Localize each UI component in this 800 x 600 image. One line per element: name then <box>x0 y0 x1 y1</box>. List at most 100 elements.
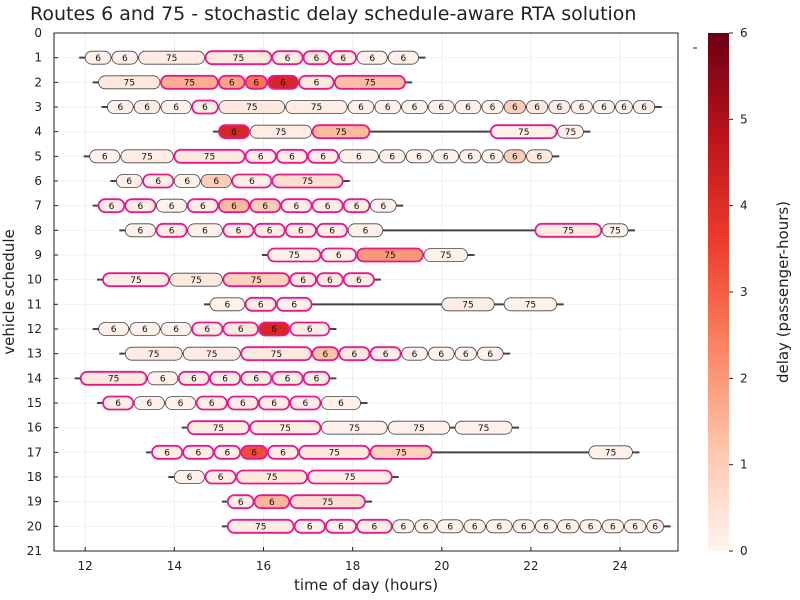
trip-bar <box>293 518 326 534</box>
trip-label: 6 <box>258 301 264 311</box>
trip-label: 6 <box>465 103 471 113</box>
trip-label: 75 <box>311 103 322 113</box>
trip-label: 6 <box>111 325 117 335</box>
trip-bar <box>209 370 242 386</box>
x-tick-label: 20 <box>434 559 449 573</box>
trip-bar <box>369 444 433 460</box>
trip-label: 75 <box>130 276 141 286</box>
trip-bar <box>534 519 558 534</box>
trip-label: 6 <box>298 227 304 237</box>
trip-label: 6 <box>652 523 658 533</box>
trip-label: 75 <box>251 276 262 286</box>
trip-label: 6 <box>327 276 333 286</box>
trip-bar <box>124 346 183 361</box>
trip-bar <box>102 272 170 288</box>
trip-label: 6 <box>354 202 360 212</box>
trip-bar <box>534 222 603 238</box>
trip-bar <box>579 519 602 534</box>
trip-label: 6 <box>356 153 362 163</box>
trip-bar <box>289 494 366 510</box>
trip-bar <box>356 50 388 65</box>
trip-label: 6 <box>271 399 277 409</box>
trip-bar <box>324 518 357 534</box>
trip-bar <box>503 149 526 164</box>
trip-bar <box>116 174 143 188</box>
trip-bar <box>338 346 371 362</box>
colorbar-tick-label: 2 <box>740 371 748 385</box>
trip-bar <box>165 396 197 410</box>
trip-bar <box>432 149 460 164</box>
colorbar-tick-label: 4 <box>740 199 748 213</box>
trip-label: 6 <box>224 301 230 311</box>
trip-bar <box>226 518 295 534</box>
trip-bar <box>387 420 451 435</box>
trip-bar <box>311 124 371 140</box>
trip-bar <box>222 321 259 337</box>
trip-bar <box>427 100 455 114</box>
trip-bar <box>240 444 268 460</box>
trip-label: 75 <box>364 79 375 89</box>
trip-label: 6 <box>222 375 228 385</box>
trip-label: 75 <box>395 449 406 459</box>
trip-bar <box>526 100 549 114</box>
trip-label: 75 <box>246 103 257 113</box>
trip-label: 75 <box>206 350 217 360</box>
x-tick-label: 14 <box>167 559 182 573</box>
trip-bar <box>289 272 317 288</box>
trip-bar <box>378 149 406 164</box>
trip-bar <box>512 519 535 534</box>
trip-bar <box>186 420 251 436</box>
trip-label: 6 <box>122 54 128 64</box>
trip-bar <box>633 100 656 114</box>
trip-label: 6 <box>632 523 638 533</box>
x-tick-label: 12 <box>78 559 93 573</box>
trip-label: 75 <box>440 251 451 261</box>
trip-bar <box>98 75 161 90</box>
colorbar-label: delay (passenger-hours) <box>774 201 792 383</box>
trip-bar <box>321 420 388 435</box>
trip-label: 6 <box>253 79 259 89</box>
trip-bar <box>557 124 584 139</box>
trip-label: 6 <box>314 79 320 89</box>
trip-label: 6 <box>447 523 453 533</box>
trip-bar <box>173 174 201 188</box>
trip-label: 75 <box>478 424 489 434</box>
trip-label: 75 <box>190 276 201 286</box>
trip-label: 75 <box>108 375 119 385</box>
trip-label: 6 <box>340 54 346 64</box>
trip-bar <box>615 100 633 114</box>
trip-bar <box>244 74 268 90</box>
trip-label: 6 <box>356 276 362 286</box>
trip-bar <box>333 74 407 90</box>
trip-bar <box>138 50 205 65</box>
trip-label: 6 <box>536 153 542 163</box>
y-tick-label: 1 <box>34 51 42 65</box>
y-tick-label: 3 <box>34 100 42 114</box>
trip-label: 6 <box>401 523 407 533</box>
trip-bar <box>244 148 277 164</box>
trip-label: 6 <box>472 523 478 533</box>
trip-label: 6 <box>204 325 210 335</box>
trip-bar <box>454 420 513 435</box>
trip-label: 6 <box>496 523 502 533</box>
trip-bar <box>267 444 300 460</box>
x-tick-label: 18 <box>345 559 360 573</box>
trip-bar <box>307 148 340 164</box>
trip-bar <box>311 198 344 214</box>
trip-label: 6 <box>200 202 206 212</box>
trip-bar <box>200 174 232 188</box>
trip-bar <box>204 469 237 485</box>
trip-bar <box>222 272 291 288</box>
y-tick-label: 12 <box>27 322 42 336</box>
trip-label: 6 <box>236 227 242 237</box>
trip-bar <box>321 396 361 410</box>
trip-label: 6 <box>173 325 179 335</box>
trip-bar <box>271 50 304 66</box>
trip-bar <box>218 100 286 114</box>
y-tick-label: 16 <box>27 421 42 435</box>
trip-label: 6 <box>323 350 329 360</box>
trip-bar <box>107 100 134 114</box>
trip-label: 6 <box>490 103 496 113</box>
trip-label: 6 <box>202 227 208 237</box>
trip-label: 6 <box>213 177 219 187</box>
